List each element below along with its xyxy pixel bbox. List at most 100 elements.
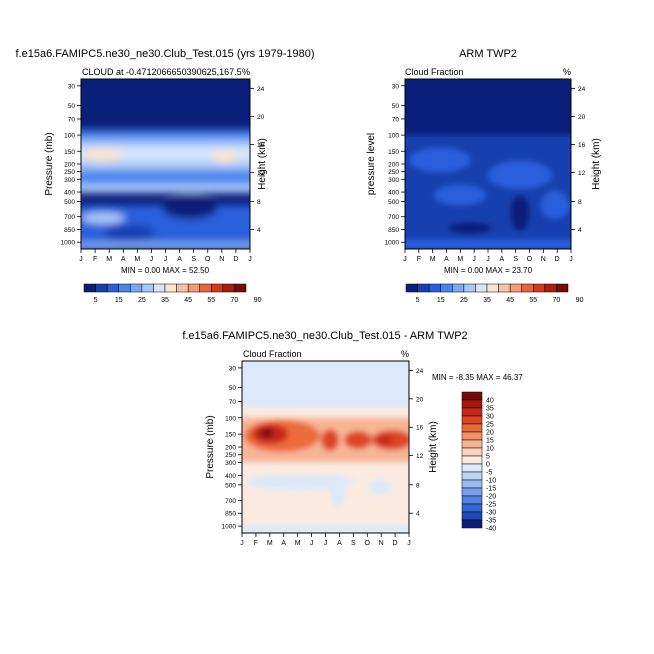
y-tick-label: 150 [388, 149, 399, 156]
colorbar-swatch [475, 283, 488, 293]
x-tick-label: O [365, 540, 371, 547]
panel2-ylabel-right: Height (km) [591, 138, 602, 190]
colorbar-label: 20 [486, 430, 494, 437]
y-tick-label: 500 [225, 482, 236, 489]
colorbar-swatch [153, 283, 166, 293]
x-tick-label: J [79, 256, 83, 263]
colorbar-label: 70 [553, 297, 561, 304]
x-tick-label: M [267, 540, 273, 547]
panel1-stats: MIN = 0.00 MAX = 52.50 [121, 266, 210, 275]
colorbar-swatch [83, 283, 96, 293]
y-right-tick-label: 8 [578, 199, 582, 206]
y-tick-label: 150 [225, 432, 236, 439]
x-tick-label: O [205, 256, 211, 263]
colorbar-swatch [461, 495, 483, 505]
colorbar-swatch [461, 391, 483, 401]
panel1-subtitle-left: CLOUD at -0.4712066650390625,167.5 [82, 67, 242, 77]
panel3-ylabel-right: Height (km) [428, 421, 439, 473]
x-tick-label: N [219, 256, 224, 263]
colorbar-label: 30 [486, 414, 494, 421]
y-tick-label: 500 [64, 199, 75, 206]
colorbar-swatch [440, 283, 453, 293]
x-tick-label: S [351, 540, 356, 547]
y-right-tick-label: 16 [257, 142, 265, 149]
y-tick-label: 50 [392, 103, 400, 110]
x-tick-label: O [527, 256, 533, 263]
panel1-colorbar: 5 15 25 35 45 55 70 90 [83, 283, 262, 304]
x-tick-label: J [150, 256, 154, 263]
colorbar-label: 10 [486, 446, 494, 453]
x-tick-label: M [430, 256, 436, 263]
y-tick-label: 200 [388, 162, 399, 169]
y-tick-label: 850 [64, 227, 75, 234]
panel3-stats: MIN = -8.35 MAX = 46.37 [432, 373, 523, 382]
colorbar-swatch [461, 447, 483, 457]
colorbar-swatch [556, 283, 569, 293]
y-tick-label: 30 [229, 365, 237, 372]
colorbar-label: 15 [437, 297, 445, 304]
x-tick-label: S [191, 256, 196, 263]
y-tick-label: 30 [68, 83, 76, 90]
y-tick-label: 400 [388, 190, 399, 197]
y-right-tick-label: 8 [416, 482, 420, 489]
colorbar-swatch [461, 407, 483, 417]
colorbar-label: -40 [486, 526, 496, 533]
y-tick-label: 200 [225, 445, 236, 452]
colorbar-label: 35 [161, 297, 169, 304]
y-tick-label: 1000 [61, 240, 76, 247]
colorbar-swatch [461, 415, 483, 425]
x-tick-label: D [555, 256, 560, 263]
colorbar-label: 25 [460, 297, 468, 304]
colorbar-swatch [544, 283, 557, 293]
y-right-tick-label: 16 [416, 425, 424, 432]
panel3-ylabel: Pressure (mb) [205, 415, 216, 478]
panel2-title: ARM TWP2 [459, 48, 517, 60]
colorbar-swatch [461, 487, 483, 497]
colorbar-swatch [498, 283, 511, 293]
x-tick-label: M [134, 256, 140, 263]
panel-obs: ARM TWP2 Cloud Fraction % J F M A M J J A S O N D J 3… [366, 48, 602, 304]
colorbar-swatch [176, 283, 189, 293]
x-tick-label: F [254, 540, 258, 547]
colorbar-label: -5 [486, 470, 492, 477]
y-tick-label: 150 [64, 149, 75, 156]
panel1-ylabel-right: Height (km) [257, 138, 268, 190]
y-tick-label: 700 [388, 214, 399, 221]
panel-model: f.e15a6.FAMIPC5.ne30_ne30.Club_Test.015 … [15, 48, 314, 304]
x-tick-label: D [393, 540, 398, 547]
panel3-title: f.e15a6.FAMIPC5.ne30_ne30.Club_Test.015 … [182, 330, 467, 342]
x-tick-label: J [248, 256, 252, 263]
colorbar-label: 55 [207, 297, 215, 304]
x-tick-label: F [417, 256, 421, 263]
x-tick-label: A [444, 256, 449, 263]
colorbar-label: 70 [231, 297, 239, 304]
colorbar-swatch [461, 511, 483, 521]
y-right-tick-label: 24 [578, 86, 586, 93]
colorbar-swatch [509, 283, 522, 293]
panel1-title: f.e15a6.FAMIPC5.ne30_ne30.Club_Test.015 … [15, 48, 314, 60]
colorbar-swatch [533, 283, 546, 293]
colorbar-swatch [452, 283, 465, 293]
x-tick-label: D [233, 256, 238, 263]
y-tick-label: 70 [392, 116, 400, 123]
y-tick-label: 700 [225, 498, 236, 505]
x-tick-label: M [457, 256, 463, 263]
colorbar-swatch [461, 423, 483, 433]
panel1-ylabel: Pressure (mb) [44, 132, 55, 195]
colorbar-label: 45 [184, 297, 192, 304]
y-right-tick-label: 4 [416, 511, 420, 518]
x-tick-label: N [379, 540, 384, 547]
x-tick-label: A [177, 256, 182, 263]
y-tick-label: 850 [225, 511, 236, 518]
colorbar-label: 40 [486, 398, 494, 405]
y-right-tick-label: 8 [257, 199, 261, 206]
colorbar-label: 5 [486, 454, 490, 461]
colorbar-swatch [405, 283, 418, 293]
colorbar-swatch [417, 283, 430, 293]
colorbar-label: 35 [486, 406, 494, 413]
x-tick-label: N [541, 256, 546, 263]
y-tick-label: 1000 [222, 524, 237, 531]
colorbar-swatch [461, 431, 483, 441]
